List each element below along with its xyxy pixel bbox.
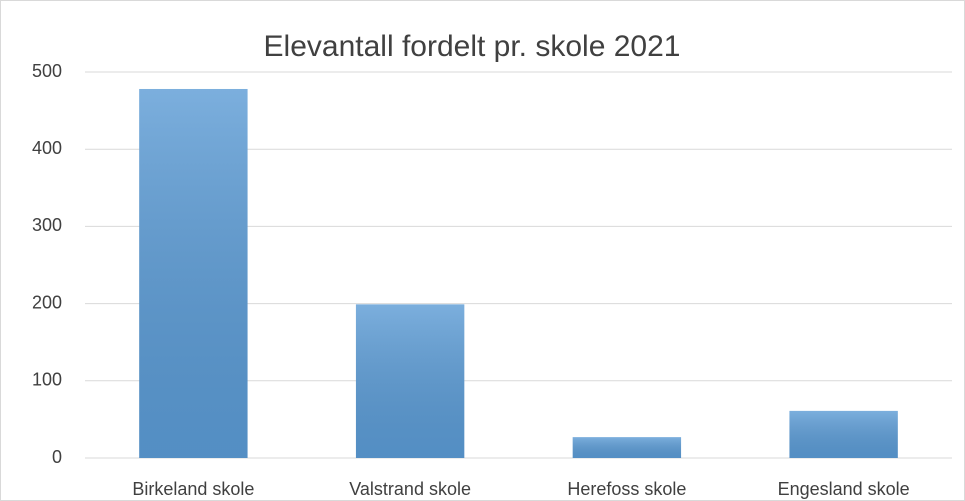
y-tick-label: 400 [32, 138, 62, 158]
y-tick-label: 500 [32, 61, 62, 81]
y-tick-label: 300 [32, 215, 62, 235]
y-tick-label: 200 [32, 292, 62, 312]
x-tick-label: Birkeland skole [132, 479, 254, 499]
bar [789, 410, 898, 458]
y-tick-label: 0 [52, 447, 62, 467]
x-tick-label: Herefoss skole [567, 479, 686, 499]
bar [355, 304, 465, 458]
x-tick-label: Valstrand skole [349, 479, 471, 499]
chart-title: Elevantall fordelt pr. skole 2021 [264, 30, 681, 63]
bar [572, 437, 682, 458]
x-tick-label: Engesland skole [778, 479, 910, 499]
bar [139, 88, 248, 458]
y-tick-label: 100 [32, 370, 62, 390]
